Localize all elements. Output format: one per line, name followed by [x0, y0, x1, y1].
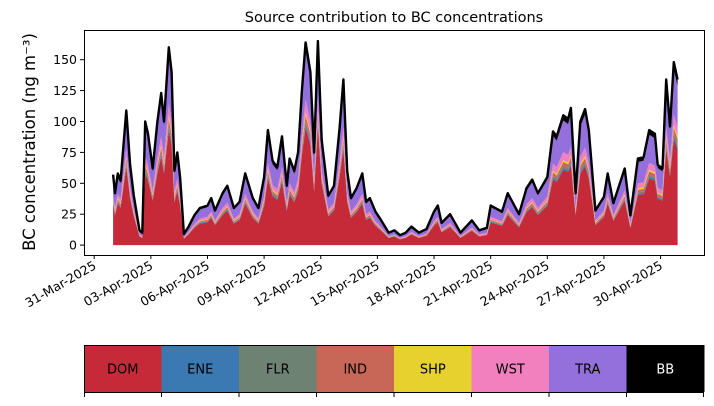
- colorbar-swatch-bb: [626, 345, 705, 392]
- y-axis: 0 25 50 75 100 125 150: [53, 52, 84, 253]
- colorbar-label: FLR: [266, 363, 290, 378]
- colorbar-swatch-flr: [239, 345, 317, 392]
- y-tick-label: 50: [61, 176, 77, 191]
- colorbar-swatch-tra: [549, 345, 627, 392]
- colorbar-label: DOM: [107, 363, 138, 378]
- area-wst: [113, 99, 678, 239]
- y-tick-label: 100: [53, 114, 77, 129]
- y-tick-label: 25: [61, 207, 77, 222]
- area-tra: [113, 49, 678, 238]
- y-tick-label: 125: [53, 83, 77, 98]
- y-tick-label: 0: [69, 238, 77, 253]
- area-ind: [113, 114, 678, 240]
- source-colorbar-legend: DOM ENE FLR IND SHP WST TRA BB: [84, 345, 705, 397]
- colorbar-label: BB: [656, 363, 674, 378]
- colorbar-label: WST: [496, 363, 525, 378]
- y-tick-label: 150: [53, 52, 77, 67]
- colorbar-label: TRA: [574, 363, 600, 378]
- colorbar-label: SHP: [420, 363, 446, 378]
- colorbar-label: IND: [343, 363, 367, 378]
- y-tick-label: 75: [61, 145, 77, 160]
- colorbar-swatch-ind: [316, 345, 395, 392]
- chart-title: Source contribution to BC concentrations: [245, 10, 543, 26]
- colorbar-label: ENE: [187, 363, 213, 378]
- colorbar-swatch-dom: [84, 345, 162, 392]
- area-layers: [111, 39, 679, 246]
- x-axis: 31-Mar-202503-Apr-202506-Apr-202509-Apr-…: [22, 255, 665, 310]
- colorbar-swatch-ene: [161, 345, 240, 392]
- colorbar-swatch-wst: [471, 345, 550, 392]
- plot-frame: [84, 30, 705, 256]
- total-line: [111, 39, 679, 237]
- y-axis-label: BC concentration (ng m⁻³): [20, 33, 39, 251]
- area-dom: [113, 126, 678, 246]
- colorbar-swatch-shp: [394, 345, 472, 392]
